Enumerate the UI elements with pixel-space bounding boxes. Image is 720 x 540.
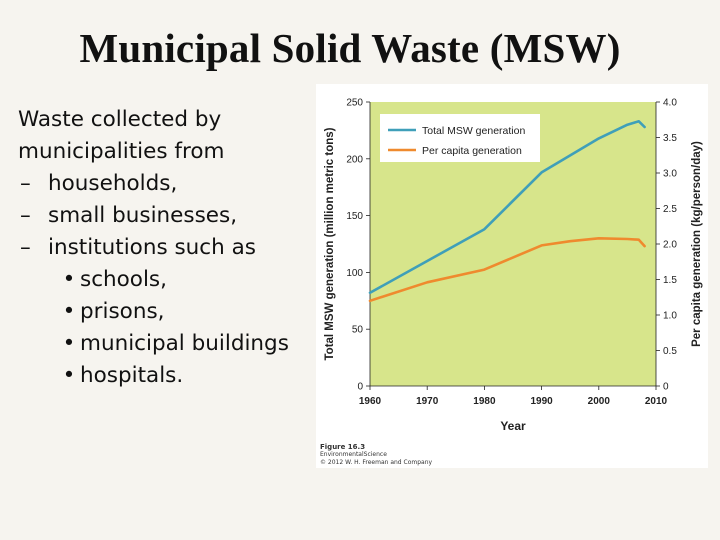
y-tick-label: 150 bbox=[346, 211, 363, 222]
y2-tick-label: 3.5 bbox=[663, 133, 677, 144]
sub-item-households: – households, bbox=[18, 168, 318, 200]
chart-figure: 0 50 100 150 200 250 0 0.5 1.0 1.5 2.0 2.5 3.0 3.5 4.0… bbox=[316, 84, 708, 468]
sub-item-text: institutions such as bbox=[48, 235, 256, 260]
dot-bullet: • bbox=[62, 267, 76, 292]
sub-sub-item-prisons: • prisons, bbox=[18, 296, 318, 328]
y2-tick-label: 2.5 bbox=[663, 204, 677, 215]
y2-axis-title: Per capita generation (kg/person/day) bbox=[691, 141, 703, 347]
y2-tick-label: 1.5 bbox=[663, 275, 677, 286]
dot-bullet: • bbox=[62, 363, 76, 388]
y-tick-label: 250 bbox=[346, 98, 363, 109]
x-tick-label: 1980 bbox=[473, 396, 496, 407]
y-tick-label: 0 bbox=[357, 382, 363, 393]
dot-bullet: • bbox=[62, 299, 76, 324]
series-line-2 bbox=[368, 237, 646, 303]
slide-title: Municipal Solid Waste (MSW) bbox=[79, 25, 621, 71]
dash-bullet: – bbox=[20, 171, 31, 196]
legend-label-1: Total MSW generation bbox=[422, 125, 525, 137]
y-tick-label: 100 bbox=[346, 268, 363, 279]
y2-tick-label: 4.0 bbox=[663, 98, 677, 109]
sub-sub-item-municipal-buildings: • municipal buildings bbox=[18, 328, 318, 360]
legend-label-2: Per capita generation bbox=[422, 145, 522, 157]
msw-chart: 0 50 100 150 200 250 0 0.5 1.0 1.5 2.0 2.5 3.0 3.5 4.0… bbox=[324, 98, 703, 434]
sub-item-institutions: – institutions such as bbox=[18, 232, 318, 264]
sub-sub-item-text: schools, bbox=[80, 267, 167, 292]
sub-sub-item-text: prisons, bbox=[80, 299, 165, 324]
bullet-list: Waste collected by municipalities from –… bbox=[18, 104, 318, 392]
y-axis-title: Total MSW generation (million metric ton… bbox=[324, 127, 336, 360]
sub-sub-item-schools: • schools, bbox=[18, 264, 318, 296]
dot-bullet: • bbox=[62, 331, 76, 356]
figure-book: EnvironmentalScience bbox=[320, 451, 387, 458]
y2-tick-label: 1.0 bbox=[663, 311, 677, 322]
y2-tick-label: 0 bbox=[663, 382, 669, 393]
sub-sub-item-text: municipal buildings bbox=[80, 331, 289, 356]
sub-item-text: households, bbox=[48, 171, 178, 196]
y2-tick-label: 0.5 bbox=[663, 346, 677, 357]
sub-item-small-businesses: – small businesses, bbox=[18, 200, 318, 232]
figure-number: Figure 16.3 bbox=[320, 442, 366, 451]
y-tick-label: 50 bbox=[352, 325, 364, 336]
sub-sub-item-text: hospitals. bbox=[80, 363, 184, 388]
x-tick-label: 1970 bbox=[416, 396, 439, 407]
dash-bullet: – bbox=[20, 203, 31, 228]
sub-item-text: small businesses, bbox=[48, 203, 238, 228]
x-tick-label: 2000 bbox=[588, 396, 611, 407]
x-axis-title: Year bbox=[500, 419, 526, 433]
intro-line-1: Waste collected by bbox=[18, 107, 222, 132]
figure-credit: © 2012 W. H. Freeman and Company bbox=[320, 458, 433, 466]
legend-box bbox=[380, 114, 540, 162]
series-line-1 bbox=[368, 119, 646, 295]
dash-bullet: – bbox=[20, 235, 31, 260]
y-tick-label: 200 bbox=[346, 154, 363, 165]
y2-tick-label: 3.0 bbox=[663, 169, 677, 180]
x-tick-label: 1960 bbox=[359, 396, 382, 407]
y2-tick-label: 2.0 bbox=[663, 240, 677, 251]
x-tick-label: 1990 bbox=[530, 396, 553, 407]
intro-line-2: municipalities from bbox=[18, 139, 225, 164]
x-tick-label: 2010 bbox=[645, 396, 668, 407]
figure-caption: Figure 16.3 EnvironmentalScience © 2012 … bbox=[320, 442, 433, 467]
sub-sub-item-hospitals: • hospitals. bbox=[18, 360, 318, 392]
